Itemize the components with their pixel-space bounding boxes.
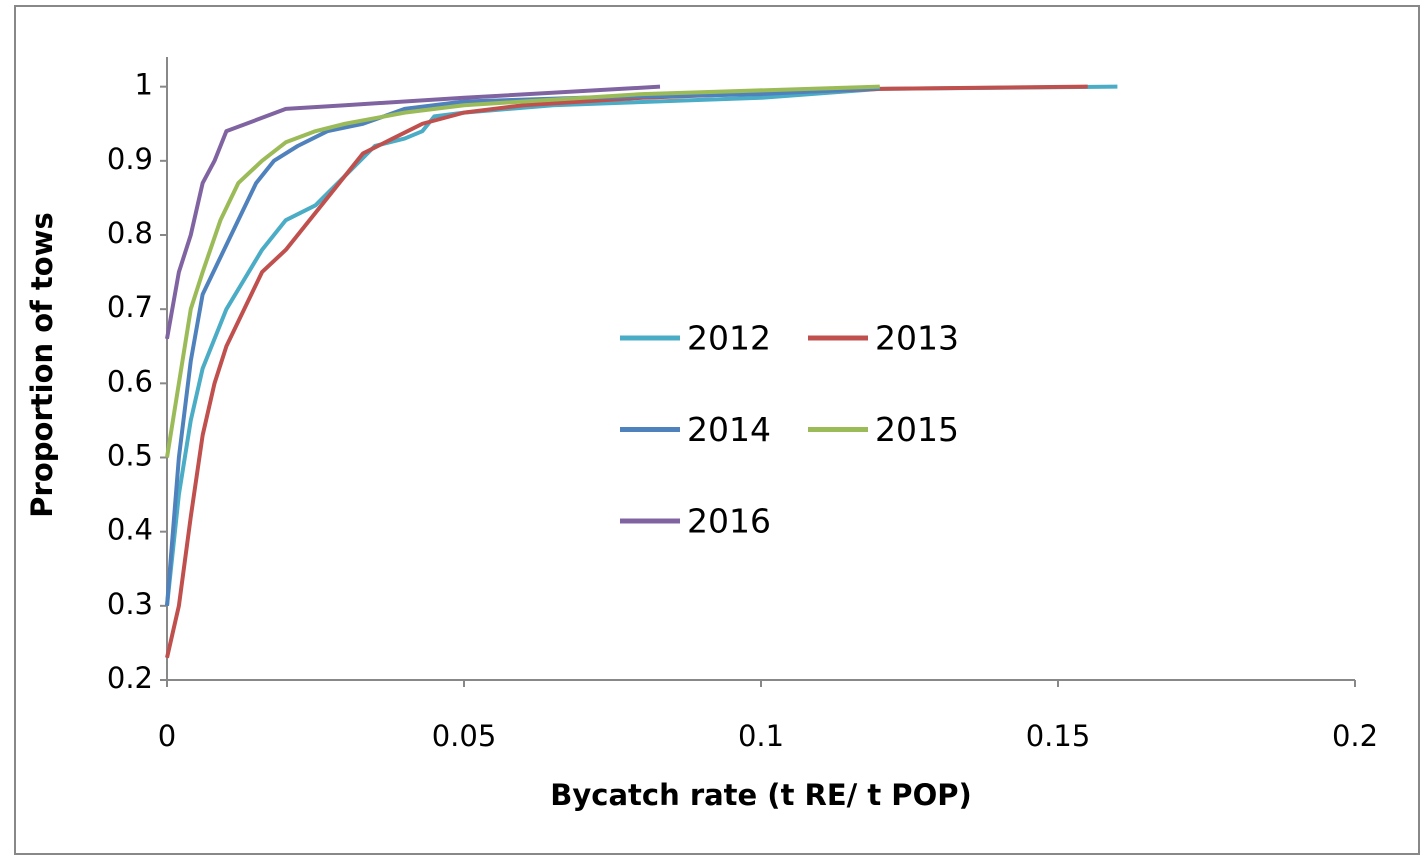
legend-label: 2015 bbox=[875, 410, 959, 449]
y-tick-label: 0.4 bbox=[107, 513, 153, 547]
y-tick-label: 1 bbox=[135, 68, 153, 102]
x-tick-label: 0.15 bbox=[1026, 719, 1091, 753]
x-tick-label: 0.1 bbox=[738, 719, 784, 753]
y-tick-label: 0.3 bbox=[107, 587, 153, 621]
y-tick-label: 0.6 bbox=[107, 364, 153, 398]
chart-frame bbox=[14, 5, 1420, 855]
y-tick-label: 0.7 bbox=[107, 290, 153, 324]
legend-label: 2014 bbox=[687, 410, 771, 449]
y-tick-label: 0.9 bbox=[107, 142, 153, 176]
y-tick-label: 0.5 bbox=[107, 439, 153, 473]
y-axis-title: Proportion of tows bbox=[25, 212, 59, 517]
x-tick-label: 0.2 bbox=[1332, 719, 1378, 753]
x-tick-label: 0 bbox=[158, 719, 176, 753]
x-axis-title: Bycatch rate (t RE/ t POP) bbox=[550, 778, 971, 812]
legend-label: 2012 bbox=[687, 319, 771, 358]
series-line bbox=[165, 84, 1088, 659]
legend-label: 2016 bbox=[687, 502, 771, 541]
y-tick-label: 0.8 bbox=[107, 216, 153, 250]
series-line bbox=[165, 84, 661, 340]
series-line bbox=[165, 84, 880, 458]
legend-label: 2013 bbox=[875, 319, 959, 358]
y-tick-label: 0.2 bbox=[107, 661, 153, 695]
x-tick-label: 0.05 bbox=[432, 719, 497, 753]
